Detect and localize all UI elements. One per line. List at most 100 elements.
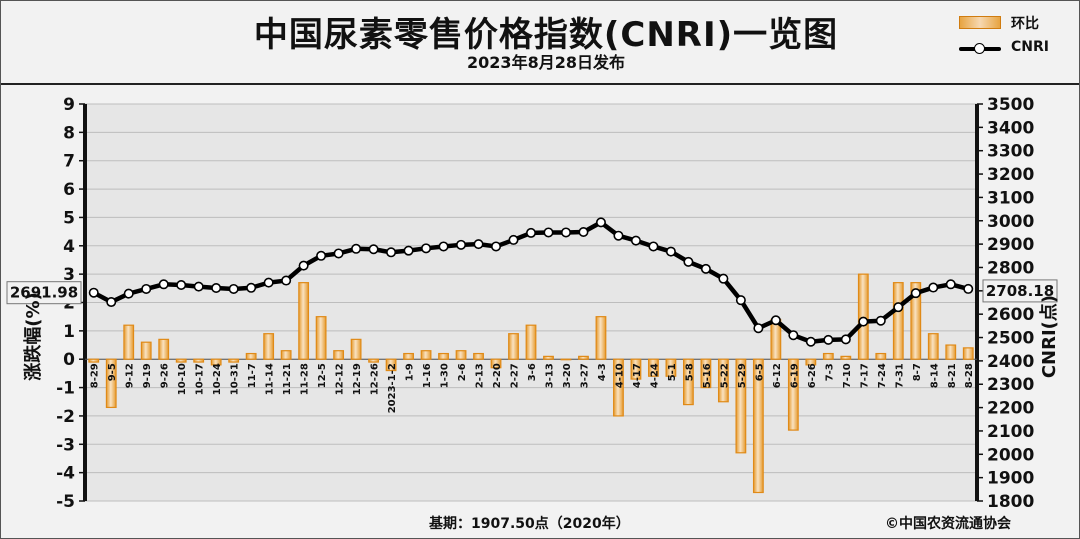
left-tick-label: 1 bbox=[63, 322, 75, 342]
bar-mark bbox=[158, 338, 170, 360]
right-tick-label: 3300 bbox=[987, 142, 1034, 162]
chart-title: 中国尿素零售价格指数(CNRI)一览图 bbox=[253, 15, 839, 55]
category-label: 3-6 bbox=[527, 363, 538, 381]
category-label: 12-26 bbox=[370, 363, 381, 395]
left-tick-label: -2 bbox=[56, 407, 75, 427]
cnri-point bbox=[351, 243, 362, 254]
left-tick-label: -4 bbox=[56, 464, 75, 484]
cnri-point bbox=[945, 279, 956, 290]
bar-mark bbox=[822, 352, 834, 360]
cnri-point bbox=[246, 282, 257, 293]
category-label: 7-3 bbox=[824, 363, 835, 381]
category-label: 5-22 bbox=[719, 363, 730, 388]
cnri-point bbox=[123, 288, 134, 299]
category-label: 11-14 bbox=[265, 363, 276, 395]
right-axis-title: CNRI(点) bbox=[1038, 295, 1060, 378]
cnri-point bbox=[648, 241, 659, 252]
cnri-point bbox=[333, 248, 344, 259]
cnri-point bbox=[700, 263, 711, 274]
cnri-point bbox=[963, 283, 974, 294]
category-label: 10-17 bbox=[195, 363, 206, 395]
last-value-label-box bbox=[982, 279, 1058, 303]
bar-mark bbox=[787, 358, 799, 431]
category-label: 1-9 bbox=[405, 363, 416, 381]
cnri-point bbox=[316, 250, 327, 261]
bar-mark bbox=[665, 358, 677, 377]
cnri-point bbox=[613, 230, 624, 241]
cnri-point bbox=[525, 227, 536, 238]
right-tick-label: 3100 bbox=[987, 188, 1034, 208]
bar-mark bbox=[438, 352, 449, 360]
right-tick-label: 3000 bbox=[987, 212, 1034, 232]
bar-mark bbox=[805, 358, 817, 366]
bar-mark bbox=[892, 282, 904, 360]
left-tick-label: 5 bbox=[63, 208, 75, 228]
cnri-point bbox=[630, 235, 641, 246]
cnri-point bbox=[665, 246, 676, 257]
left-tick-label: 4 bbox=[63, 237, 75, 257]
cnri-point bbox=[368, 244, 379, 255]
bar-mark bbox=[263, 333, 275, 360]
category-label: 7-17 bbox=[859, 363, 870, 388]
cnri-point bbox=[141, 283, 152, 294]
cnri-point bbox=[858, 316, 869, 327]
cnri-point bbox=[823, 334, 834, 345]
category-label: 5-8 bbox=[684, 363, 695, 381]
bar-mark bbox=[525, 324, 537, 360]
bar-mark bbox=[385, 358, 397, 372]
cnri-point bbox=[893, 302, 904, 313]
cnri-point bbox=[753, 323, 764, 334]
cnri-point bbox=[508, 234, 519, 245]
left-tick-label: 6 bbox=[63, 180, 75, 200]
category-label: 9-5 bbox=[107, 363, 118, 381]
category-label: 12-19 bbox=[352, 363, 363, 395]
bar-mark bbox=[508, 333, 519, 360]
category-label: 11-7 bbox=[247, 363, 258, 388]
bar-mark bbox=[840, 355, 852, 360]
right-tick-label: 2900 bbox=[987, 235, 1034, 255]
bar-mark bbox=[683, 358, 694, 406]
cnri-point bbox=[491, 241, 502, 252]
category-label: 2023-1-2 bbox=[387, 363, 398, 413]
cnri-point bbox=[875, 315, 886, 326]
category-label: 4-17 bbox=[632, 363, 643, 388]
category-label: 3-13 bbox=[544, 363, 555, 388]
category-label: 7-31 bbox=[894, 363, 905, 388]
bar-mark bbox=[245, 352, 257, 360]
left-tick-label: -1 bbox=[56, 379, 75, 399]
category-label: 6-26 bbox=[807, 363, 818, 388]
category-label: 7-24 bbox=[877, 363, 888, 388]
cnri-point bbox=[263, 277, 274, 288]
cnri-point bbox=[718, 273, 729, 284]
bar-swatch-icon bbox=[959, 16, 1001, 29]
bar-mark bbox=[140, 341, 152, 360]
left-tick-label: 3 bbox=[63, 265, 75, 285]
right-tick-label: 2600 bbox=[987, 305, 1034, 325]
cnri-point bbox=[473, 239, 484, 250]
bar-mark bbox=[175, 358, 187, 363]
category-label: 3-20 bbox=[562, 363, 573, 388]
chart-header: 中国尿素零售价格指数(CNRI)一览图 2023年8月28日发布 环比 CNRI bbox=[1, 1, 1079, 85]
left-tick-label: 9 bbox=[63, 95, 75, 115]
cnri-point bbox=[840, 334, 851, 345]
right-tick-label: 2200 bbox=[987, 399, 1034, 419]
category-label: 5-1 bbox=[667, 363, 678, 381]
cnri-point bbox=[805, 336, 816, 347]
left-tick-label: -3 bbox=[56, 435, 75, 455]
left-tick-label: 7 bbox=[63, 152, 75, 172]
bar-mark bbox=[315, 316, 327, 360]
category-label: 4-24 bbox=[649, 363, 660, 388]
category-label: 4-3 bbox=[597, 363, 608, 381]
bar-mark bbox=[700, 358, 712, 389]
bar-mark bbox=[613, 358, 624, 417]
line-marker-icon bbox=[974, 43, 985, 54]
bar-mark bbox=[630, 358, 642, 380]
bar-mark bbox=[875, 352, 887, 360]
category-label: 12-5 bbox=[317, 363, 328, 388]
right-tick-label: 2800 bbox=[987, 258, 1034, 278]
cnri-point bbox=[735, 295, 746, 306]
bar-mark bbox=[280, 350, 292, 360]
category-label: 6-12 bbox=[772, 363, 783, 388]
bar-mark bbox=[228, 358, 240, 363]
